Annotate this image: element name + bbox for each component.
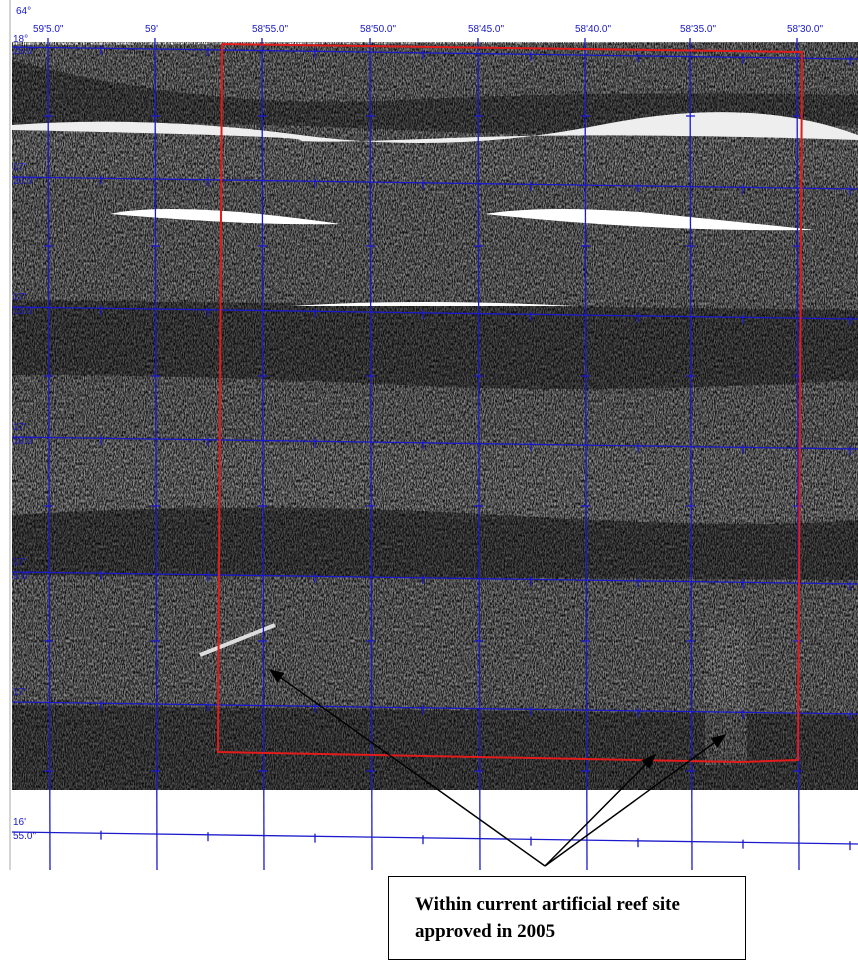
meridian: [477, 37, 481, 871]
latitude-degree: 17': [13, 292, 26, 303]
longitude-label: 58'50.0": [360, 24, 396, 35]
parallel: [11, 831, 858, 845]
grid: [11, 37, 858, 871]
latitude-minute: 5.0": [13, 571, 31, 582]
latitude-minute: 10.0": [13, 436, 36, 447]
longitude-label: 58'55.0": [252, 24, 288, 35]
annotation-box: Within current artificial reef site appr…: [388, 876, 746, 960]
meridian: [47, 37, 51, 871]
arrows: [268, 669, 727, 867]
longitude-degree: 64°: [16, 6, 31, 17]
parallel: [11, 306, 858, 320]
latitude-minute: 15.0": [13, 306, 36, 317]
meridian: [584, 37, 588, 871]
parallel: [11, 701, 858, 715]
latitude-degree: 18°: [13, 34, 28, 45]
meridian: [154, 37, 158, 871]
longitude-label: 58'40.0": [575, 24, 611, 35]
latitude-minute: 25.0": [13, 46, 36, 57]
latitude-minute: 20.0": [13, 176, 36, 187]
mosaic: [12, 42, 858, 876]
parallel: [11, 571, 858, 585]
latitude-degree: 17': [13, 162, 26, 173]
parallel: [11, 436, 858, 450]
latitude-degree: 17': [13, 422, 26, 433]
parallel: [11, 46, 858, 60]
longitude-label: 58'35.0": [680, 24, 716, 35]
sonar-map: 59'5.0" 59' 58'55.0" 58'50.0" 58'45.0" 58'40.…: [9, 0, 858, 876]
meridian: [261, 37, 265, 871]
longitude-label: 59': [145, 24, 158, 35]
latitude-degree: 16': [13, 817, 26, 828]
meridian: [369, 37, 373, 871]
parallel: [11, 176, 858, 190]
annotation: Within current artificial reef site appr…: [415, 894, 680, 942]
meridian: [689, 37, 693, 871]
latitude-degree: 17': [13, 687, 26, 698]
longitude-label: 59'5.0": [33, 24, 64, 35]
reef-boundary: [216, 43, 804, 764]
latitude-degree: 17': [13, 557, 26, 568]
latitude-minute: 55.0": [13, 831, 36, 842]
longitude-label: 58'45.0": [468, 24, 504, 35]
longitude-label: 58'30.0": [787, 24, 823, 35]
